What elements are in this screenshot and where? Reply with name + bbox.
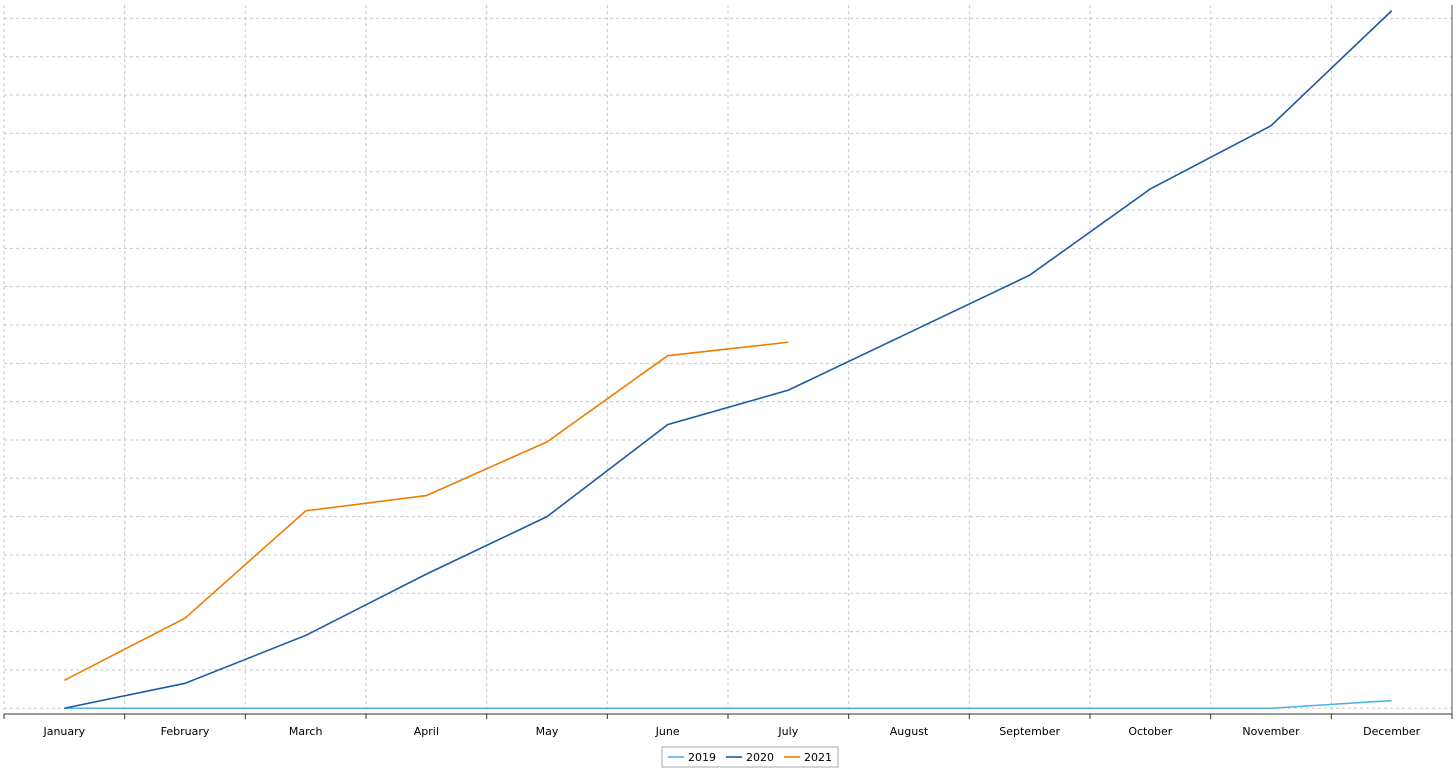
- x-tick-label: June: [655, 725, 680, 738]
- series-line: [64, 699, 1392, 710]
- x-tick-label: September: [999, 725, 1060, 738]
- legend-label: 2020: [746, 751, 774, 764]
- x-tick-label: October: [1128, 725, 1172, 738]
- legend-label: 2021: [804, 751, 832, 764]
- x-tick-label: November: [1242, 725, 1300, 738]
- x-tick-label: August: [890, 725, 929, 738]
- x-tick-label: January: [42, 725, 85, 738]
- x-tick-label: April: [414, 725, 439, 738]
- x-tick-label: May: [536, 725, 559, 738]
- series-line: [64, 10, 1393, 710]
- x-tick-label: March: [289, 725, 323, 738]
- legend-box: [661, 746, 839, 768]
- x-tick-label: February: [161, 725, 210, 738]
- legend-label: 2019: [688, 751, 716, 764]
- series-line: [63, 341, 789, 681]
- legend: 2019 2020 2021: [661, 746, 839, 768]
- x-tick-label: July: [777, 725, 798, 738]
- x-tick-label: December: [1363, 725, 1421, 738]
